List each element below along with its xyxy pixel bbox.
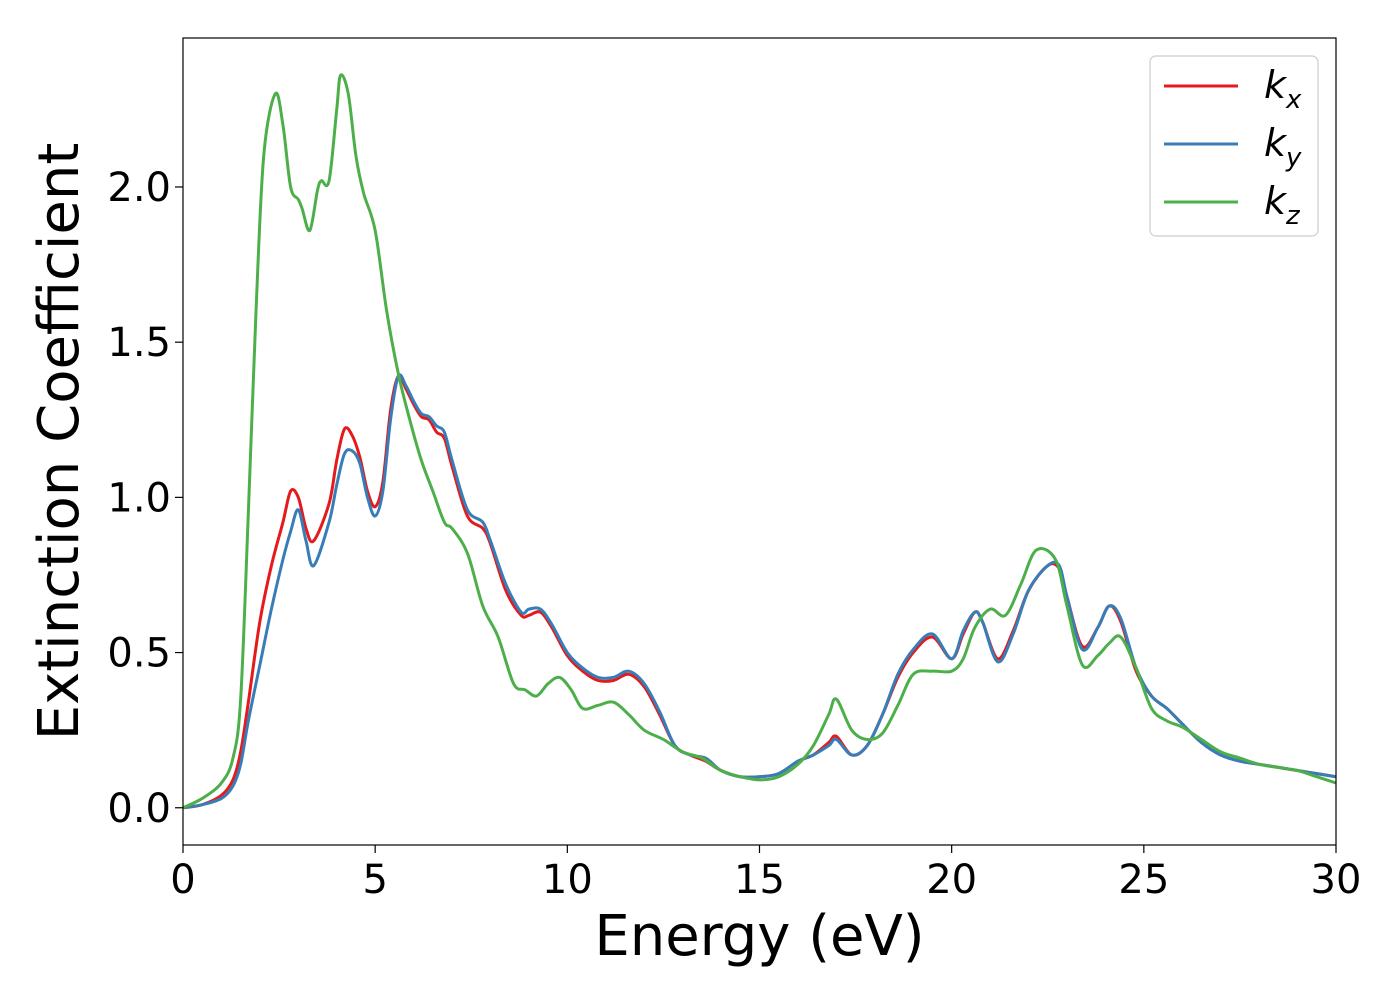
series-layer xyxy=(183,73,1336,810)
x-tick-label: 15 xyxy=(734,857,785,903)
x-tick-label: 0 xyxy=(170,857,195,903)
y-axis: 0.0 0.5 1.0 1.5 2.0 xyxy=(107,165,183,832)
series-line-kx xyxy=(183,374,1336,810)
legend-label-ky: ky xyxy=(1264,121,1302,173)
x-axis: 0 5 10 15 20 25 30 xyxy=(170,845,1361,903)
y-axis-label: Extinction Coefficient xyxy=(27,143,92,741)
y-tick-label: 1.0 xyxy=(107,475,171,521)
x-tick-label: 20 xyxy=(926,857,977,903)
x-tick-label: 10 xyxy=(542,857,593,903)
y-tick-label: 2.0 xyxy=(107,165,171,211)
x-tick-label: 25 xyxy=(1118,857,1169,903)
y-tick-label: 0.0 xyxy=(107,786,171,832)
series-line-ky xyxy=(183,373,1336,810)
y-tick-label: 0.5 xyxy=(107,631,171,677)
legend-label-kx: kx xyxy=(1264,63,1302,115)
y-tick-label: 1.5 xyxy=(107,320,171,366)
x-tick-label: 5 xyxy=(362,857,387,903)
legend-box xyxy=(1149,55,1319,237)
series-line-kz xyxy=(183,73,1336,810)
x-axis-label: Energy (eV) xyxy=(594,904,924,969)
x-tick-label: 30 xyxy=(1311,857,1362,903)
